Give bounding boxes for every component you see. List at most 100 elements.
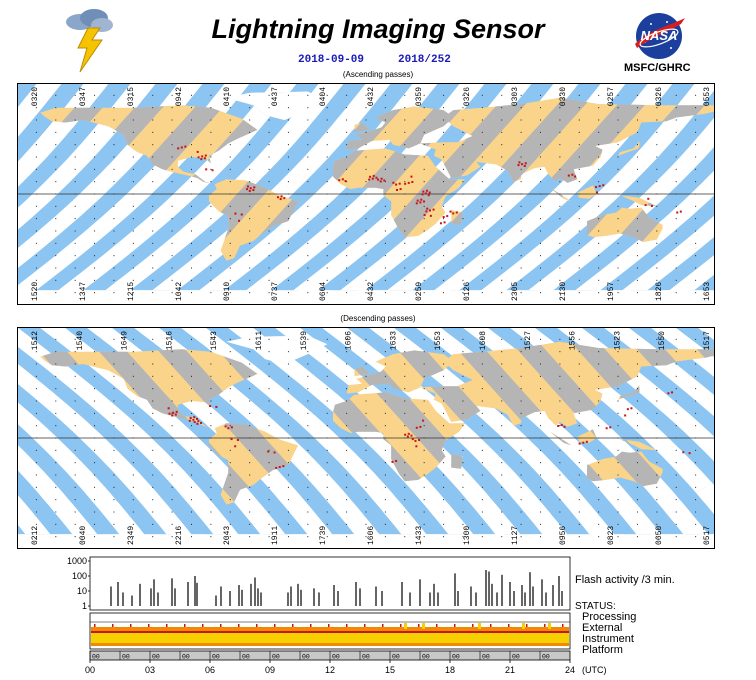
lightning-flash <box>177 147 180 150</box>
lightning-flash <box>197 420 200 423</box>
grid-dot <box>559 156 561 158</box>
grid-dot <box>132 511 134 513</box>
grid-dot <box>404 218 406 220</box>
grid-dot <box>656 363 658 365</box>
grid-dot <box>35 94 37 96</box>
lightning-flash <box>595 186 598 189</box>
landmass-sa <box>209 179 299 261</box>
grid-dot <box>113 400 115 402</box>
grid-dot <box>540 94 541 96</box>
grid-dot <box>443 449 445 451</box>
lightning-flash <box>407 432 410 435</box>
grid-dot <box>307 255 309 257</box>
grid-dot <box>384 363 386 365</box>
grid-dot <box>636 474 638 476</box>
grid-dot <box>365 279 367 281</box>
orbit-time-label: 0604 <box>319 282 328 301</box>
grid-dot <box>346 449 348 451</box>
grid-dot <box>268 119 270 121</box>
grid-dot <box>35 242 37 244</box>
lightning-flash <box>344 180 347 183</box>
grid-dot <box>384 499 386 501</box>
grid-dot <box>481 181 483 183</box>
grid-dot <box>501 267 503 269</box>
grid-dot <box>229 412 231 414</box>
grid-dot <box>326 412 328 414</box>
grid-dot <box>346 338 348 340</box>
lightning-flash <box>439 222 442 225</box>
grid-dot <box>74 107 76 109</box>
orbit-time-label: 0126 <box>463 282 472 301</box>
grid-dot <box>35 230 37 232</box>
orbit-swath <box>17 83 38 109</box>
grid-dot <box>268 156 270 158</box>
grid-dot <box>617 242 619 244</box>
grid-dot <box>423 388 425 390</box>
grid-dot <box>307 131 309 133</box>
orbit-time-label: 1611 <box>255 331 264 350</box>
grid-dot <box>443 131 445 133</box>
grid-dot <box>287 107 289 109</box>
grid-dot <box>656 462 658 464</box>
grid-dot <box>443 279 445 281</box>
orbit-segment-label: 00 <box>212 654 220 661</box>
grid-dot <box>171 499 173 501</box>
grid-dot <box>191 255 192 257</box>
grid-dot <box>268 181 270 183</box>
lightning-flash <box>428 191 431 194</box>
grid-dot <box>35 156 37 158</box>
lightning-flash <box>230 438 233 441</box>
grid-dot <box>423 205 425 207</box>
grid-dot <box>443 181 445 183</box>
grid-dot <box>74 144 76 146</box>
grid-dot <box>578 486 580 488</box>
grid-dot <box>229 242 231 244</box>
greenland <box>226 91 328 120</box>
grid-dot <box>191 156 192 158</box>
grid-dot <box>94 119 96 121</box>
lightning-flash <box>602 184 605 187</box>
grid-dot <box>113 499 115 501</box>
grid-dot <box>656 131 658 133</box>
grid-dot <box>559 218 561 220</box>
grid-dot <box>598 486 600 488</box>
grid-dot <box>404 511 406 513</box>
grid-dot <box>462 474 464 476</box>
grid-dot <box>520 511 522 513</box>
grid-dot <box>501 156 503 158</box>
grid-dot <box>656 168 658 170</box>
grid-dot <box>326 462 328 464</box>
grid-dot <box>636 412 638 414</box>
grid-dot <box>675 119 677 121</box>
grid-dot <box>171 486 173 488</box>
grid-dot <box>695 412 697 414</box>
grid-dot <box>462 131 464 133</box>
grid-dot <box>268 107 270 109</box>
lightning-flash <box>426 207 429 210</box>
orbit-time-label: 1523 <box>613 331 622 350</box>
landmass-af <box>333 148 465 238</box>
grid-dot <box>520 168 522 170</box>
grid-dot <box>384 94 386 96</box>
grid-dot <box>423 425 425 427</box>
grid-dot <box>462 375 464 377</box>
grid-dot <box>578 168 580 170</box>
grid-dot <box>307 499 309 501</box>
grid-dot <box>617 486 619 488</box>
grid-dot <box>35 338 37 340</box>
grid-dot <box>578 255 580 257</box>
grid-dot <box>326 536 328 538</box>
grid-dot <box>287 425 289 427</box>
grid-dot <box>210 425 212 427</box>
x-tick-label: 00 <box>85 665 95 675</box>
orbit-time-label: 1512 <box>31 331 40 350</box>
lightning-flash <box>377 178 380 181</box>
grid-dot <box>578 156 580 158</box>
grid-dot <box>559 131 561 133</box>
lightning-flash <box>372 174 375 177</box>
x-tick-label: 21 <box>505 665 515 675</box>
grid-dot <box>617 94 619 96</box>
grid-dot <box>249 144 251 146</box>
grid-dot <box>55 462 57 464</box>
grid-dot <box>617 338 619 340</box>
